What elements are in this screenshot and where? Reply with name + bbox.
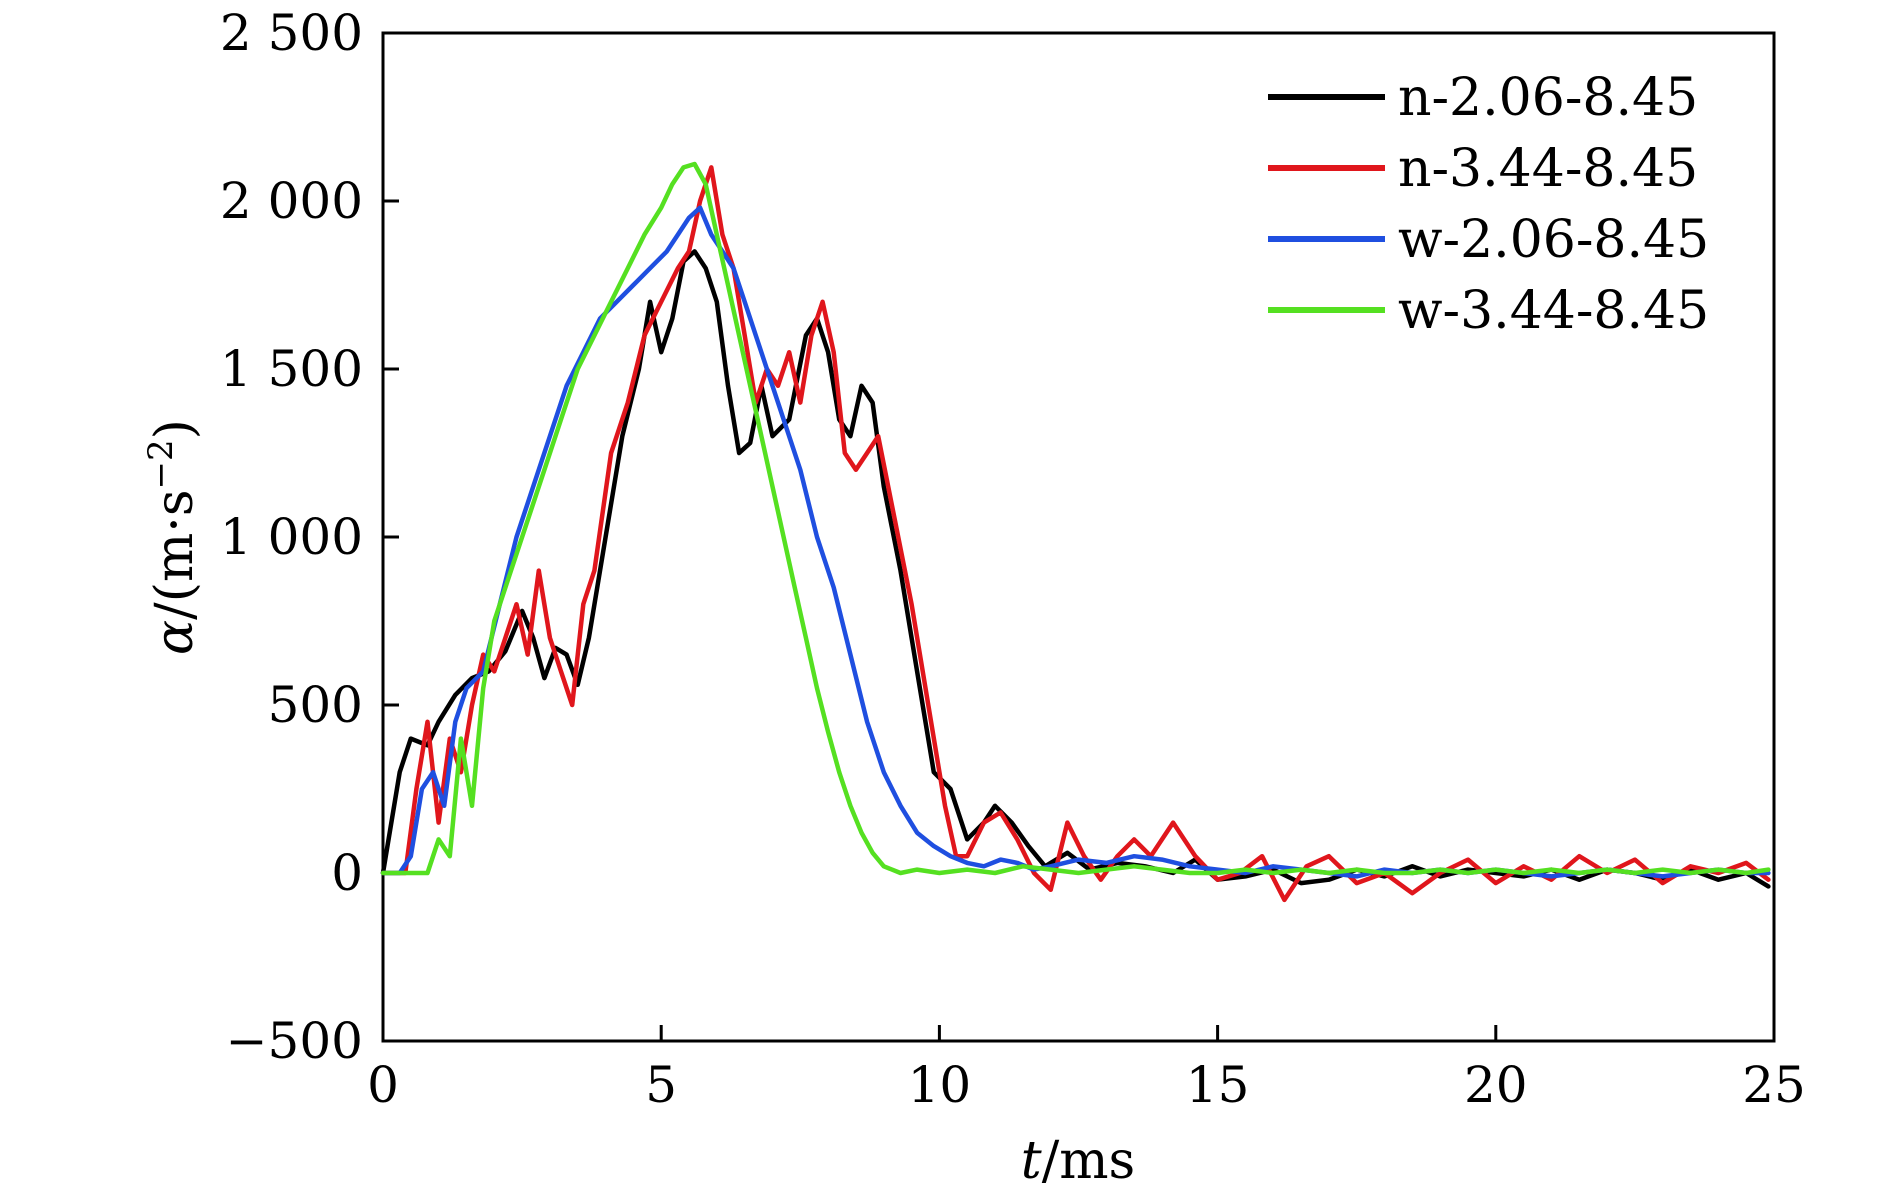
series-line-w-3.44-8.45 (380, 161, 1771, 876)
x-tick-labels: 0 5 10 15 20 25 (367, 1056, 1806, 1114)
y-tick-label: 2 000 (220, 172, 363, 230)
x-tick-label: 20 (1464, 1056, 1528, 1114)
x-tick-label: 0 (367, 1056, 399, 1114)
x-tick-label: 15 (1186, 1056, 1250, 1114)
y-axis-unit: /(m·s (145, 489, 205, 619)
x-axis-var: t (1021, 1131, 1042, 1191)
x-axis-title: t/ms (1021, 1131, 1135, 1191)
y-axis-exponent: −2 (141, 439, 181, 489)
axis-ticks (381, 31, 1776, 1043)
legend-label: n-3.44-8.45 (1398, 139, 1698, 199)
y-tick-label: 500 (268, 676, 363, 734)
x-tick-label: 25 (1742, 1056, 1806, 1114)
y-tick-label: 0 (331, 844, 363, 902)
legend: n-2.06-8.45 n-3.44-8.45 w-2.06-8.45 w-3.44-… (1268, 68, 1709, 341)
y-tick-label: −500 (226, 1012, 363, 1070)
y-tick-label: 2 500 (220, 4, 363, 62)
x-tick-label: 10 (908, 1056, 972, 1114)
y-tick-label: 1 000 (220, 508, 363, 566)
legend-label: n-2.06-8.45 (1398, 68, 1698, 128)
series-line-n-3.44-8.45 (380, 165, 1771, 903)
series-lines (380, 161, 1771, 903)
y-axis-var: α (145, 620, 205, 655)
y-tick-label: 1 500 (220, 340, 363, 398)
legend-label: w-3.44-8.45 (1398, 281, 1709, 341)
x-tick-label: 5 (645, 1056, 677, 1114)
y-tick-labels: −500 0 500 1 000 1 500 2 000 2 500 (220, 4, 363, 1070)
x-axis-unit: /ms (1042, 1131, 1136, 1191)
y-axis-title: α/(m·s−2) (141, 419, 205, 655)
legend-label: w-2.06-8.45 (1398, 210, 1709, 270)
y-axis-close: ) (145, 419, 205, 439)
